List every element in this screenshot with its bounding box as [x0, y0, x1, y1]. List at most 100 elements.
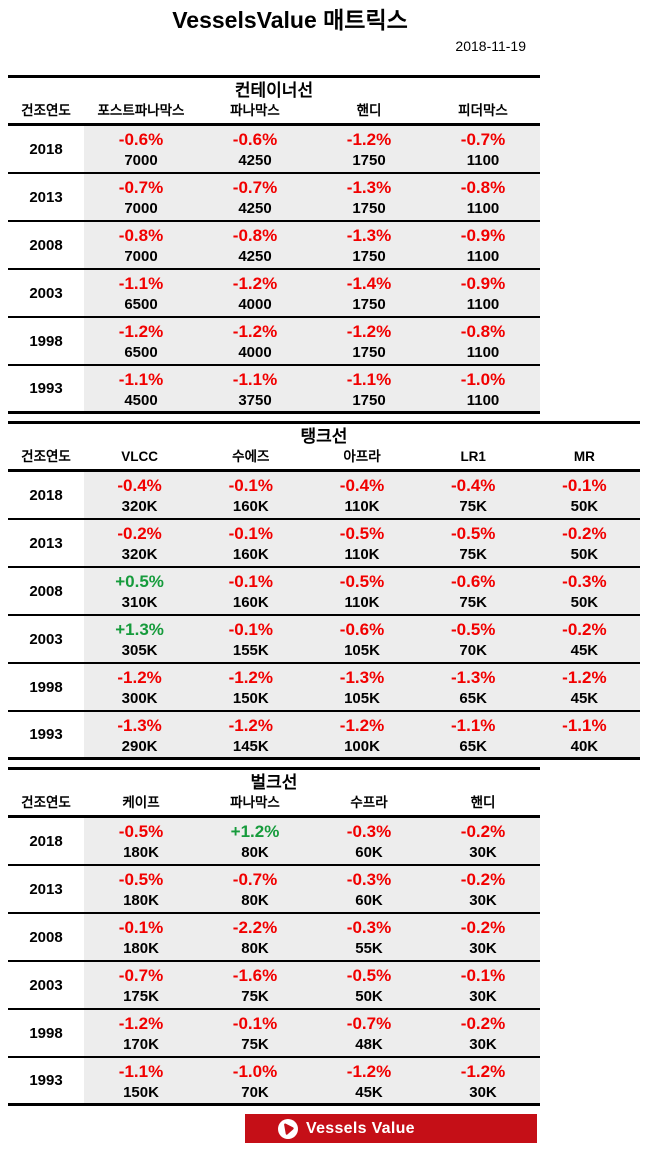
- table-row: 2003 -0.7% 175K -1.6% 75K -0.5% 50K -0.1% 30K: [8, 962, 540, 1010]
- vessel-value: 1100: [466, 200, 500, 217]
- column-header: VLCC: [121, 449, 158, 464]
- value-cell: -1.2% 150K: [195, 664, 307, 710]
- vessel-value: 55K: [355, 940, 383, 957]
- vessel-value: 75K: [241, 988, 269, 1005]
- vessel-value: 310K: [121, 594, 158, 611]
- pct-change: -0.6%: [232, 130, 278, 149]
- pct-change: -1.1%: [118, 1062, 164, 1081]
- pct-change: -0.5%: [346, 966, 392, 985]
- vessel-value: 30K: [469, 844, 497, 861]
- value-cell: -0.6% 105K: [306, 616, 418, 662]
- value-cell: -0.3% 55K: [312, 914, 426, 960]
- value-cell: -0.8% 4250: [198, 222, 312, 268]
- vessel-value: 7000: [124, 200, 158, 217]
- vessel-value: 50K: [355, 988, 383, 1005]
- pct-change: -0.5%: [118, 870, 164, 889]
- value-cell: -0.9% 1100: [426, 222, 540, 268]
- value-cell: -0.7% 48K: [312, 1010, 426, 1056]
- pct-change: -1.1%: [118, 274, 164, 293]
- vessel-value: 320K: [121, 498, 158, 515]
- pct-change: -0.2%: [460, 918, 506, 937]
- pct-change: -0.2%: [562, 620, 607, 639]
- vessel-value: 1750: [352, 392, 386, 409]
- column-header: 피더막스: [458, 103, 508, 118]
- footer-banner: Vessels Value: [245, 1114, 537, 1143]
- value-cell: -0.6% 7000: [84, 126, 198, 172]
- year-cell: 2003: [8, 270, 84, 316]
- vessel-value: 150K: [123, 1084, 159, 1101]
- column-header: LR1: [460, 449, 486, 464]
- pct-change: -1.2%: [232, 322, 278, 341]
- year-cell: 2003: [8, 616, 84, 662]
- value-cell: -0.5% 180K: [84, 818, 198, 864]
- table-title: 탱크선: [300, 427, 348, 446]
- pct-change: -0.7%: [232, 870, 278, 889]
- vessel-value: 45K: [355, 1084, 383, 1101]
- table-row: 1998 -1.2% 300K -1.2% 150K -1.3% 105K -1.3% 65K -…: [8, 664, 640, 712]
- value-cell: -0.5% 110K: [306, 568, 418, 614]
- column-header: 수에즈: [232, 449, 270, 464]
- vessel-value: 145K: [232, 738, 269, 755]
- year-column-header: 건조연도: [21, 449, 71, 464]
- value-cell: -0.1% 160K: [195, 472, 307, 518]
- pct-change: -0.1%: [460, 966, 506, 985]
- year-cell: 1998: [8, 664, 84, 710]
- pct-change: -0.8%: [460, 178, 506, 197]
- vessel-value: 150K: [232, 690, 269, 707]
- pct-change: -1.2%: [346, 1062, 392, 1081]
- value-cell: +1.2% 80K: [198, 818, 312, 864]
- table-row: 2018 -0.5% 180K +1.2% 80K -0.3% 60K -0.2% 30K: [8, 818, 540, 866]
- pct-change: -0.3%: [346, 822, 392, 841]
- pct-change: -0.1%: [228, 620, 273, 639]
- pct-change: -0.1%: [228, 524, 273, 543]
- table-row: 1993 -1.1% 150K -1.0% 70K -1.2% 45K -1.2% 30K: [8, 1058, 540, 1106]
- vessel-value: 30K: [469, 940, 497, 957]
- value-cell: -0.7% 7000: [84, 174, 198, 220]
- table-row: 2013 -0.5% 180K -0.7% 80K -0.3% 60K -0.2% 30K: [8, 866, 540, 914]
- year-cell: 1993: [8, 712, 84, 757]
- vessel-value: 305K: [121, 642, 158, 659]
- vessel-value: 4000: [238, 296, 272, 313]
- value-cell: -1.2% 45K: [528, 664, 640, 710]
- pct-change: -0.2%: [460, 822, 506, 841]
- vessel-value: 60K: [355, 844, 383, 861]
- vessel-value: 160K: [232, 594, 269, 611]
- vessel-value: 80K: [241, 844, 269, 861]
- value-cell: -1.0% 1100: [426, 366, 540, 411]
- vessel-value: 6500: [124, 344, 158, 361]
- vessel-value: 75K: [459, 546, 487, 563]
- vessel-value: 180K: [123, 844, 159, 861]
- vessel-value: 45K: [570, 642, 599, 659]
- vessel-value: 1750: [352, 296, 386, 313]
- value-cell: -0.7% 4250: [198, 174, 312, 220]
- value-cell: -1.1% 65K: [417, 712, 529, 757]
- matrix-table: 벌크선 건조연도 케이프 파나막스 수프라 핸디 2018 -0.5% 180K +1.2% 80K…: [8, 767, 540, 1106]
- pct-change: -0.2%: [562, 524, 607, 543]
- pct-change: -0.8%: [460, 322, 506, 341]
- pct-change: -0.5%: [339, 572, 385, 591]
- year-cell: 1998: [8, 1010, 84, 1056]
- year-cell: 2008: [8, 568, 84, 614]
- value-cell: -1.2% 45K: [312, 1058, 426, 1103]
- pct-change: -1.2%: [232, 274, 278, 293]
- pct-change: -0.1%: [118, 918, 164, 937]
- pct-change: -1.4%: [346, 274, 392, 293]
- column-header: 파나막스: [230, 795, 280, 810]
- vessel-value: 1750: [352, 248, 386, 265]
- value-cell: -0.8% 1100: [426, 318, 540, 364]
- pct-change: +1.3%: [115, 620, 164, 639]
- value-cell: -1.2% 1750: [312, 126, 426, 172]
- vessel-value: 3750: [238, 392, 272, 409]
- value-cell: -1.1% 40K: [528, 712, 640, 757]
- pct-change: -1.3%: [450, 668, 496, 687]
- tables: 컨테이너선 건조연도 포스트파나막스 파나막스 핸디 피더막스 2018 -0.6% 7000-…: [0, 75, 650, 1106]
- pct-change: -0.5%: [450, 524, 496, 543]
- table-row: 2008 -0.1% 180K -2.2% 80K -0.3% 55K -0.2% 30K: [8, 914, 540, 962]
- value-cell: -0.8% 7000: [84, 222, 198, 268]
- value-cell: -1.1% 4500: [84, 366, 198, 411]
- year-cell: 2013: [8, 520, 84, 566]
- vessel-value: 65K: [459, 738, 487, 755]
- table-header-row: 건조연도 VLCC 수에즈 아프라 LR1 MR: [8, 449, 640, 469]
- vessel-value: 105K: [344, 642, 380, 659]
- vessel-value: 175K: [123, 988, 159, 1005]
